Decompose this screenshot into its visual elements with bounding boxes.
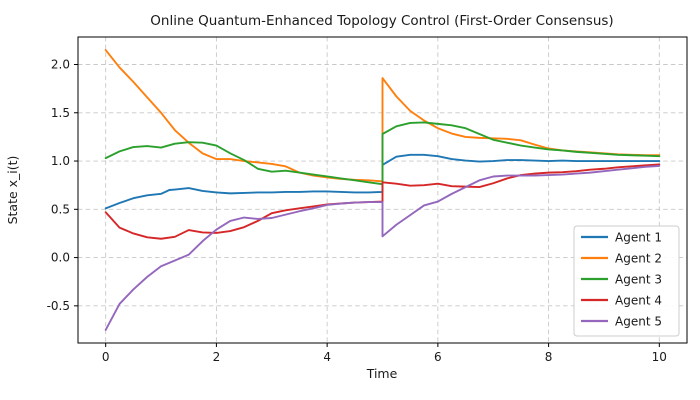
legend-item: Agent 2 — [581, 252, 662, 266]
legend-item: Agent 5 — [581, 315, 662, 329]
x-tick-label: 4 — [323, 350, 331, 364]
series-lines — [104, 49, 661, 331]
y-axis-label: State x_i(t) — [5, 156, 20, 225]
y-tick-label: 1.0 — [51, 154, 70, 168]
series-line-agent-5 — [104, 164, 661, 331]
y-tick-label: 0.5 — [51, 202, 70, 216]
chart-title: Online Quantum-Enhanced Topology Control… — [150, 13, 613, 29]
x-tick-label: 2 — [213, 350, 221, 364]
y-tick-label: 1.5 — [51, 106, 70, 120]
legend-item: Agent 3 — [581, 273, 662, 287]
plot-border — [77, 36, 688, 344]
axis-ticks — [74, 64, 660, 347]
legend: Agent 1 Agent 2 Agent 3 Agent 4 Agent 5 — [573, 225, 680, 337]
x-tick-label: 0 — [102, 350, 110, 364]
legend-item: Agent 1 — [581, 231, 662, 245]
legend-box — [573, 225, 680, 337]
legend-label: Agent 4 — [615, 294, 662, 308]
x-axis-label: Time — [366, 366, 398, 381]
axis-tick-labels: 0 2 4 6 8 10 -0.5 0.0 0.5 1.0 1.5 2.0 — [47, 58, 667, 364]
legend-label: Agent 3 — [615, 273, 662, 287]
y-tick-label: -0.5 — [47, 299, 70, 313]
legend-item: Agent 4 — [581, 294, 662, 308]
legend-label: Agent 5 — [615, 315, 662, 329]
x-tick-label: 6 — [434, 350, 442, 364]
x-tick-label: 10 — [652, 350, 667, 364]
y-tick-label: 0.0 — [51, 251, 70, 265]
legend-label: Agent 2 — [615, 252, 662, 266]
series-line-agent-3 — [104, 121, 661, 186]
legend-label: Agent 1 — [615, 231, 662, 245]
x-tick-label: 8 — [545, 350, 553, 364]
series-line-agent-4 — [104, 163, 661, 240]
y-tick-label: 2.0 — [51, 58, 70, 72]
